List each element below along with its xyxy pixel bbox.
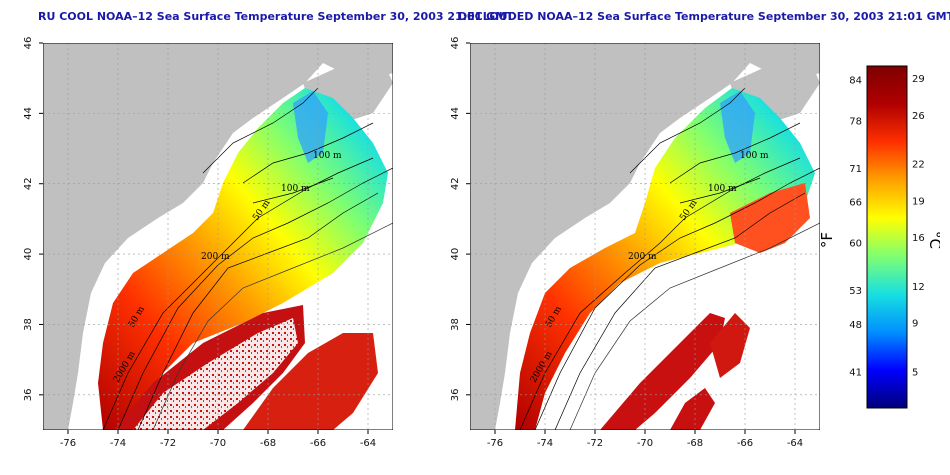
temperature-colorbar: °F °C 29 84 26 78 22 71 19 66 16 60 12 53 9 48 5 41 — [820, 65, 940, 409]
y-tick-label: 40 — [23, 248, 34, 261]
celsius-tick-label: 16 — [912, 233, 925, 244]
contour-2000m — [152, 222, 393, 430]
sst-field — [98, 88, 388, 430]
contour-banks — [202, 87, 374, 204]
x-tick-label: -70 — [637, 438, 653, 449]
gulf-stream-south — [243, 333, 378, 430]
celsius-tick-label: 29 — [912, 74, 925, 85]
cold-water — [293, 91, 328, 163]
y-tick-label: 44 — [23, 107, 34, 120]
y-tick-label: 46 — [450, 37, 461, 50]
celsius-tick-label: 22 — [912, 160, 925, 171]
y-tick-label: 46 — [23, 37, 34, 50]
y-tick-label: 40 — [450, 248, 461, 261]
x-tick-label: -68 — [687, 438, 703, 449]
contour-50m — [102, 157, 374, 430]
x-tick-label: -72 — [160, 438, 176, 449]
celsius-tick-label: 12 — [912, 282, 925, 293]
celsius-tick-label: 5 — [912, 367, 918, 378]
x-tick-label: -76 — [60, 438, 76, 449]
y-tick-label: 36 — [23, 388, 34, 401]
x-tick-label: -74 — [110, 438, 126, 449]
x-tick-label: -74 — [537, 438, 553, 449]
gulf-stream-patch — [600, 313, 725, 430]
celsius-label: °C — [926, 231, 940, 249]
contour-200m — [554, 192, 806, 430]
cloud-speckle — [133, 318, 298, 430]
grid — [43, 43, 393, 430]
y-tick-label: 42 — [450, 177, 461, 190]
contour-100m — [117, 167, 393, 430]
x-tick-label: -70 — [210, 438, 226, 449]
x-tick-label: -64 — [360, 438, 376, 449]
celsius-tick-label: 9 — [912, 319, 918, 330]
colorbar-gradient — [866, 65, 908, 409]
right-panel-title: DECLOUDED NOAA–12 Sea Surface Temperatur… — [458, 10, 950, 23]
fahrenheit-tick-label: 48 — [849, 320, 862, 331]
gulf-stream-patch-2 — [710, 313, 750, 378]
gulf-stream-patch-3 — [670, 388, 715, 430]
warm-eddy-patch — [730, 183, 810, 253]
contour-50m — [519, 157, 801, 430]
contour-label: 200 m — [201, 252, 230, 262]
y-tick-label: 36 — [450, 388, 461, 401]
cold-water — [720, 91, 755, 163]
fahrenheit-tick-label: 71 — [849, 164, 862, 175]
y-tick-label: 38 — [450, 318, 461, 331]
grid — [470, 43, 820, 430]
celsius-tick-label: 26 — [912, 111, 925, 122]
x-tick-label: -76 — [487, 438, 503, 449]
land-mass — [470, 43, 820, 430]
contour-label: 200 m — [628, 252, 657, 262]
contour-label: 100 m — [313, 151, 342, 161]
fahrenheit-tick-label: 41 — [849, 367, 862, 378]
land-mass — [43, 43, 393, 430]
fahrenheit-tick-label: 53 — [849, 286, 862, 297]
contour-100m — [534, 167, 820, 430]
fahrenheit-tick-label: 66 — [849, 198, 862, 209]
x-tick-label: -64 — [787, 438, 803, 449]
fahrenheit-tick-label: 60 — [849, 238, 862, 249]
fahrenheit-tick-label: 84 — [849, 76, 862, 87]
x-tick-label: -72 — [587, 438, 603, 449]
x-tick-label: -66 — [737, 438, 753, 449]
celsius-tick-label: 19 — [912, 196, 925, 207]
y-tick-label: 42 — [23, 177, 34, 190]
y-tick-label: 44 — [450, 107, 461, 120]
colorbar-ticks: 29 84 26 78 22 71 19 66 16 60 12 53 9 48 5 41 — [849, 74, 924, 378]
sst-map-declouded: 100 m 100 m 50 m 200 m 50 m 2000 m — [470, 43, 820, 430]
contour-label: 100 m — [281, 184, 310, 194]
contour-label: 100 m — [740, 151, 769, 161]
contour-banks — [629, 87, 801, 204]
x-tick-label: -68 — [260, 438, 276, 449]
y-tick-label: 38 — [23, 318, 34, 331]
fahrenheit-tick-label: 78 — [849, 116, 862, 127]
sst-field — [515, 88, 815, 430]
contour-label: 100 m — [708, 184, 737, 194]
sst-map-raw: 100 m 100 m 50 m 200 m 50 m 2000 m — [43, 43, 393, 430]
x-tick-label: -66 — [310, 438, 326, 449]
fahrenheit-label: °F — [820, 232, 836, 248]
left-panel-title: RU COOL NOAA–12 Sea Surface Temperature … — [38, 10, 514, 23]
